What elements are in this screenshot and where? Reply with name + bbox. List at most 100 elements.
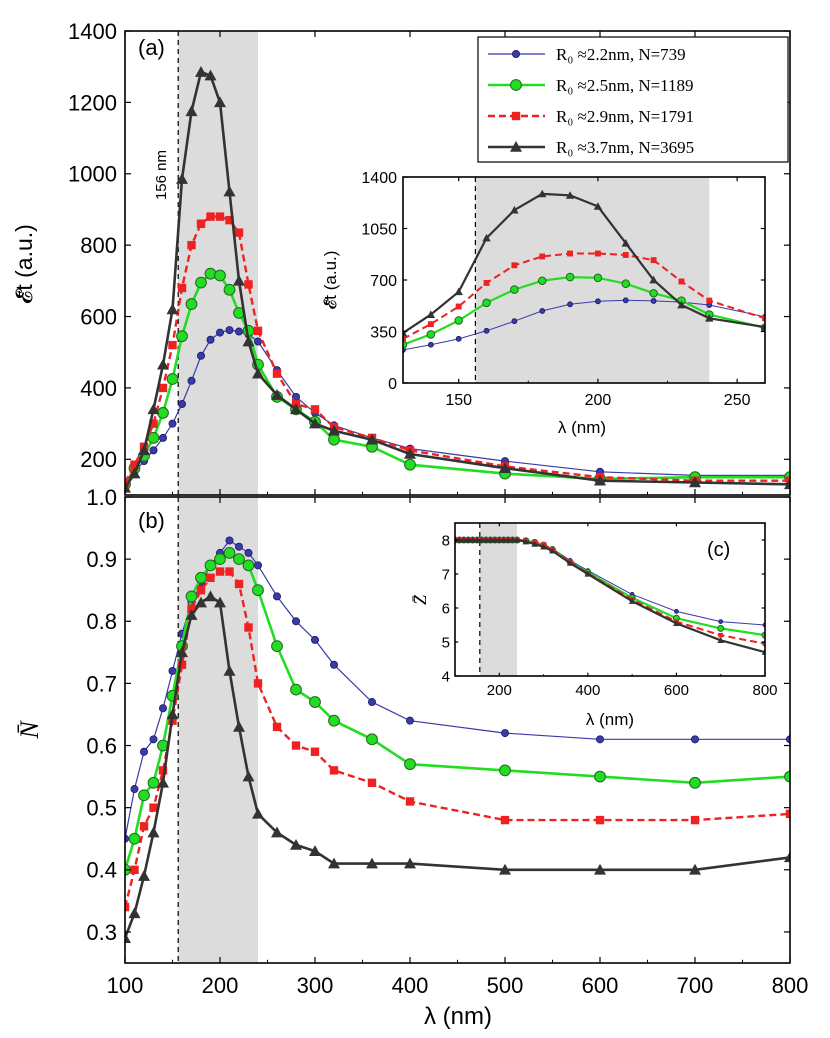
data-point	[214, 269, 226, 282]
data-point	[233, 720, 245, 732]
data-point	[177, 283, 187, 293]
shaded-region	[479, 523, 517, 676]
data-point	[677, 300, 686, 309]
data-point	[158, 766, 168, 775]
data-point	[290, 838, 302, 850]
data-point	[539, 307, 546, 314]
x-tick-label: 400	[575, 682, 600, 699]
data-point	[500, 536, 508, 543]
data-point	[328, 714, 340, 727]
data-point	[244, 548, 253, 557]
data-point	[649, 275, 658, 284]
data-point	[427, 321, 434, 328]
data-point	[187, 376, 196, 385]
data-point	[678, 278, 685, 285]
data-point	[252, 584, 264, 597]
data-point	[595, 298, 601, 305]
x-tick-label: 800	[772, 973, 809, 998]
x-tick-label: 200	[202, 973, 239, 998]
data-point	[139, 747, 148, 756]
data-point	[487, 536, 494, 543]
legend-marker	[512, 50, 521, 59]
data-point	[128, 832, 141, 845]
data-point	[291, 741, 301, 750]
data-point	[195, 66, 207, 77]
series-1	[125, 536, 790, 843]
data-point	[128, 467, 141, 479]
data-point	[500, 729, 509, 738]
data-point	[309, 696, 321, 708]
data-point	[785, 809, 790, 819]
data-point	[157, 407, 169, 419]
data-point	[125, 902, 130, 912]
data-point	[650, 297, 657, 304]
data-point	[538, 189, 547, 198]
data-point	[195, 571, 207, 584]
data-point	[225, 536, 234, 545]
data-point	[593, 273, 603, 283]
data-point	[567, 301, 573, 308]
data-point	[272, 722, 282, 732]
data-point	[242, 559, 255, 572]
data-point	[531, 540, 539, 547]
legend-entry-3: R₀ ≈2.9nm, N=1791	[488, 107, 694, 126]
data-point	[482, 298, 491, 308]
y-tick-label: 1050	[361, 221, 397, 238]
series-3	[125, 567, 790, 912]
data-point	[187, 604, 196, 614]
data-point	[473, 536, 481, 543]
data-point	[483, 327, 490, 334]
data-point	[404, 458, 416, 471]
data-point	[565, 272, 575, 282]
data-point	[426, 310, 436, 318]
data-point	[499, 462, 511, 474]
x-tick-label: 200	[585, 392, 612, 409]
legend-label: R₀ ≈2.9nm, N=1791	[556, 107, 694, 126]
data-point	[214, 553, 226, 566]
data-point	[139, 822, 149, 831]
data-point	[405, 797, 415, 806]
data-point	[786, 735, 790, 744]
panel-a-y-axis-label: 𝓔̄t (a.u.)	[11, 224, 37, 304]
data-point	[225, 326, 234, 335]
data-point	[628, 597, 636, 604]
data-point	[253, 326, 263, 336]
data-point	[233, 553, 245, 566]
data-point	[233, 274, 245, 286]
data-point	[125, 481, 131, 493]
data-point	[622, 252, 629, 258]
data-point	[272, 592, 281, 601]
data-point	[690, 815, 700, 825]
data-point	[225, 567, 234, 576]
y-tick-label: 4	[442, 668, 450, 685]
y-tick-label: 800	[80, 233, 117, 258]
series-4	[125, 66, 790, 493]
data-point	[177, 660, 187, 669]
legend: R₀ ≈2.2nm, N=739 R₀ ≈2.5nm, N=1189 R₀ ≈2.9…	[477, 36, 789, 163]
y-tick-label: 0.5	[86, 796, 117, 821]
legend-marker	[510, 79, 522, 91]
data-point	[271, 826, 283, 838]
y-tick-label: 0.7	[86, 671, 117, 696]
data-point	[328, 857, 340, 869]
data-point	[405, 716, 414, 725]
panel-c-x-axis-label: λ (nm)	[586, 710, 634, 729]
data-point	[482, 233, 491, 242]
data-point	[785, 476, 790, 485]
data-point	[185, 609, 198, 620]
data-point	[253, 679, 263, 688]
panel-c-y-axis-label: Z̄	[410, 594, 430, 605]
data-point	[223, 185, 236, 197]
data-point	[187, 240, 196, 250]
data-point	[366, 733, 378, 746]
series-4	[125, 590, 790, 943]
data-point	[705, 314, 714, 322]
data-point	[253, 561, 262, 570]
legend-label: R₀ ≈3.7nm, N=3695	[556, 138, 694, 157]
data-point	[689, 476, 701, 488]
data-point	[513, 536, 521, 543]
data-point	[234, 542, 243, 551]
y-tick-label: 8	[442, 532, 450, 549]
data-point	[455, 536, 459, 543]
data-point	[185, 590, 198, 603]
